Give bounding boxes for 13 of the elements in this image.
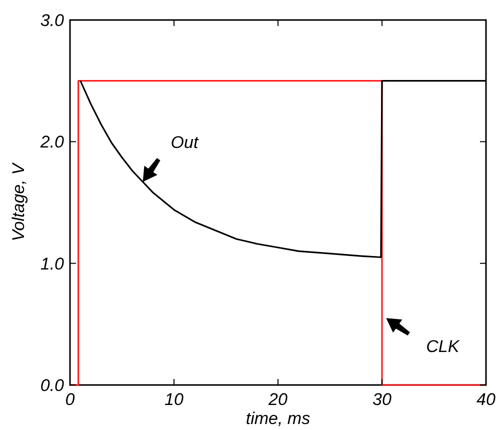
x-tick-label: 20 — [268, 390, 288, 409]
x-tick-label: 30 — [372, 390, 392, 409]
x-tick-label: 10 — [164, 390, 184, 409]
annotation: Out — [170, 132, 200, 152]
y-tick-label: 3.0 — [40, 11, 65, 30]
x-tick-label: 0 — [65, 390, 76, 409]
y-tick-label: 1.0 — [40, 254, 65, 274]
x-tick-label: 40 — [476, 390, 496, 409]
annotation: CLK — [426, 337, 460, 356]
y-axis-title: Voltage, V — [9, 162, 28, 242]
y-tick-label: 2.0 — [39, 132, 65, 152]
y-tick-label: 0.0 — [40, 376, 65, 395]
x-axis-title: time, ms — [246, 409, 311, 428]
